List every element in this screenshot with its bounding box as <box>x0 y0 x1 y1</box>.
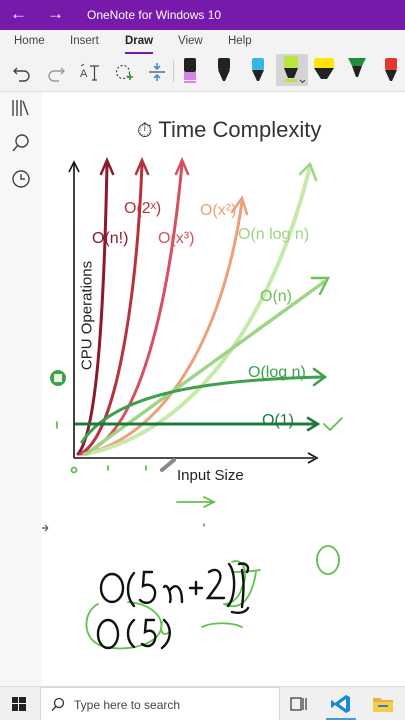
ribbon: Home Insert Draw View Help A <box>0 30 405 92</box>
undo-icon[interactable] <box>11 60 33 84</box>
windows-logo-icon[interactable] <box>12 697 26 711</box>
handwritten-notes <box>96 562 250 650</box>
label-nlogn: O(n log n) <box>238 226 310 243</box>
pen-yellow-highlighter[interactable] <box>311 55 337 85</box>
tab-home[interactable]: Home <box>14 35 45 47</box>
tab-help[interactable]: Help <box>228 35 252 47</box>
curve-quadratic <box>82 200 244 456</box>
label-quadratic: O(x²) <box>200 202 237 219</box>
tab-draw[interactable]: Draw <box>125 35 154 54</box>
add-space-icon[interactable] <box>146 60 168 84</box>
notebooks-icon[interactable] <box>10 97 32 119</box>
forward-arrow-icon[interactable]: → <box>47 4 64 23</box>
label-constant: O(1) <box>262 412 294 429</box>
taskbar-search-box[interactable]: Type here to search <box>40 687 280 720</box>
active-app-indicator <box>326 718 356 720</box>
note-canvas[interactable]: ⏱ Time Complexity CPU Operations Input S… <box>42 92 405 686</box>
windows-taskbar: Type here to search <box>0 686 405 720</box>
y-axis-label: CPU Operations <box>78 260 96 371</box>
x-axis-label: Input Size <box>177 467 244 484</box>
task-view-icon[interactable] <box>290 695 308 713</box>
tab-view[interactable]: View <box>178 35 203 47</box>
stopwatch-icon: ⏱ <box>137 120 153 142</box>
search-icon[interactable] <box>10 132 32 154</box>
navigation-sidebar <box>0 92 42 686</box>
label-factorial: O(n!) <box>92 230 129 247</box>
label-exponential: O(2ˣ) <box>124 200 162 217</box>
svg-text:A: A <box>80 68 88 80</box>
title-bar: ← → OneNote for Windows 10 <box>0 0 405 30</box>
page-resize-handle <box>42 524 49 532</box>
pen-red[interactable] <box>378 55 404 85</box>
label-cubic: O(x³) <box>158 230 195 247</box>
ribbon-divider <box>173 60 174 82</box>
search-icon <box>51 697 65 711</box>
pen-green-highlighter-selected[interactable] <box>276 54 308 86</box>
note-title: ⏱ Time Complexity <box>137 117 322 142</box>
curve-nlogn <box>84 164 312 456</box>
tab-insert[interactable]: Insert <box>70 35 99 47</box>
chart-axes <box>68 160 319 464</box>
curve-log <box>80 375 324 444</box>
pen-lilac-highlighter[interactable] <box>177 55 203 85</box>
pen-black[interactable] <box>211 55 237 85</box>
curve-exponential <box>78 162 144 456</box>
cpu-chip-icon <box>50 370 66 386</box>
ink-to-text-icon[interactable]: A <box>79 60 101 84</box>
lasso-select-icon[interactable] <box>113 60 135 84</box>
recent-icon[interactable] <box>10 168 32 190</box>
pen-green[interactable] <box>344 55 370 85</box>
label-linear: O(n) <box>260 288 292 305</box>
drawing-layer <box>42 156 343 650</box>
redo-icon[interactable] <box>45 60 67 84</box>
search-placeholder: Type here to search <box>74 698 181 712</box>
pen-blue[interactable] <box>245 55 271 85</box>
ruler-icon <box>160 458 176 472</box>
file-explorer-icon[interactable] <box>372 694 394 714</box>
back-arrow-icon[interactable]: ← <box>10 4 27 23</box>
vscode-icon[interactable] <box>330 693 352 715</box>
label-log: O(log n) <box>248 364 306 381</box>
app-title: OneNote for Windows 10 <box>87 8 222 22</box>
